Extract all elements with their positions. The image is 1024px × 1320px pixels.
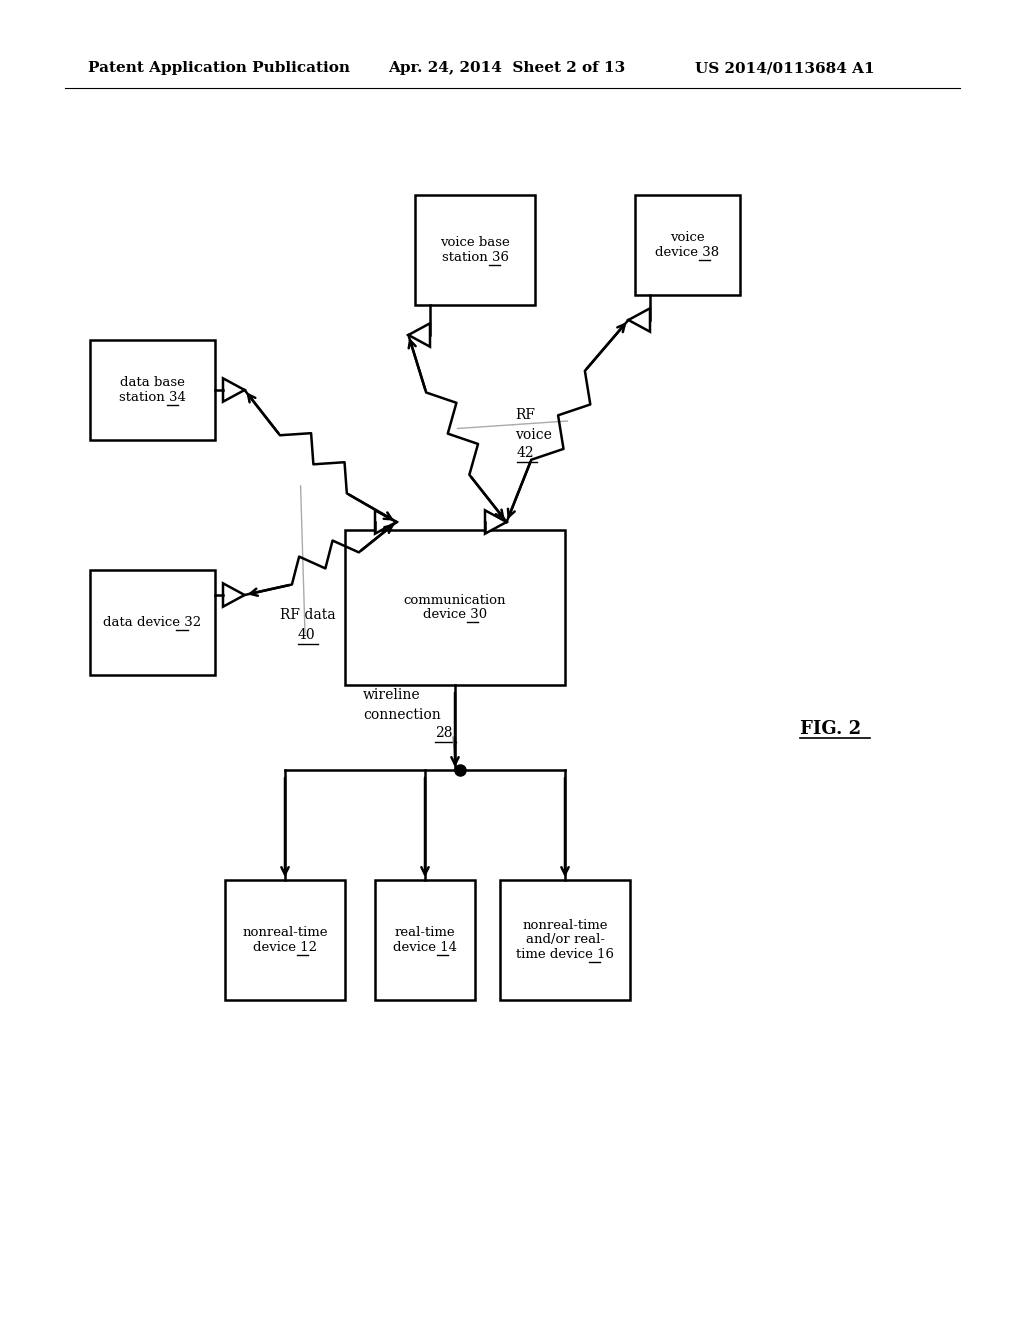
Bar bbox=[635, 195, 740, 294]
Text: 28: 28 bbox=[435, 726, 453, 741]
Text: and/or real-: and/or real- bbox=[525, 933, 604, 946]
Text: time device 16: time device 16 bbox=[516, 948, 614, 961]
Bar bbox=[375, 880, 475, 1001]
Text: communication: communication bbox=[403, 594, 506, 607]
Text: data base: data base bbox=[120, 376, 185, 389]
Text: station 34: station 34 bbox=[119, 391, 186, 404]
Bar bbox=[345, 531, 565, 685]
Text: 42: 42 bbox=[517, 446, 535, 459]
Text: RF data: RF data bbox=[280, 609, 336, 622]
Polygon shape bbox=[375, 511, 396, 533]
Text: device 12: device 12 bbox=[253, 941, 317, 954]
Text: station 36: station 36 bbox=[441, 251, 509, 264]
Text: US 2014/0113684 A1: US 2014/0113684 A1 bbox=[695, 61, 874, 75]
Text: wireline: wireline bbox=[362, 688, 421, 702]
Polygon shape bbox=[629, 309, 650, 331]
Polygon shape bbox=[223, 583, 245, 607]
Polygon shape bbox=[485, 511, 507, 533]
Text: nonreal-time: nonreal-time bbox=[522, 919, 608, 932]
Text: Apr. 24, 2014  Sheet 2 of 13: Apr. 24, 2014 Sheet 2 of 13 bbox=[388, 61, 626, 75]
Text: voice: voice bbox=[670, 231, 705, 244]
Text: 40: 40 bbox=[298, 628, 315, 642]
Text: real-time: real-time bbox=[394, 927, 456, 939]
Text: device 14: device 14 bbox=[393, 941, 457, 954]
Bar bbox=[90, 570, 215, 675]
Bar bbox=[415, 195, 535, 305]
Text: voice base: voice base bbox=[440, 236, 510, 249]
Text: FIG. 2: FIG. 2 bbox=[800, 719, 861, 738]
Text: device 38: device 38 bbox=[655, 246, 720, 259]
Polygon shape bbox=[223, 379, 245, 401]
Bar bbox=[225, 880, 345, 1001]
Bar bbox=[90, 341, 215, 440]
Text: RF: RF bbox=[515, 408, 535, 422]
Text: data device 32: data device 32 bbox=[103, 616, 202, 630]
Text: nonreal-time: nonreal-time bbox=[243, 927, 328, 939]
Bar bbox=[500, 880, 630, 1001]
Polygon shape bbox=[409, 323, 430, 347]
Text: connection: connection bbox=[362, 708, 440, 722]
Text: Patent Application Publication: Patent Application Publication bbox=[88, 61, 350, 75]
Text: device 30: device 30 bbox=[423, 609, 487, 622]
Text: voice: voice bbox=[515, 428, 552, 442]
